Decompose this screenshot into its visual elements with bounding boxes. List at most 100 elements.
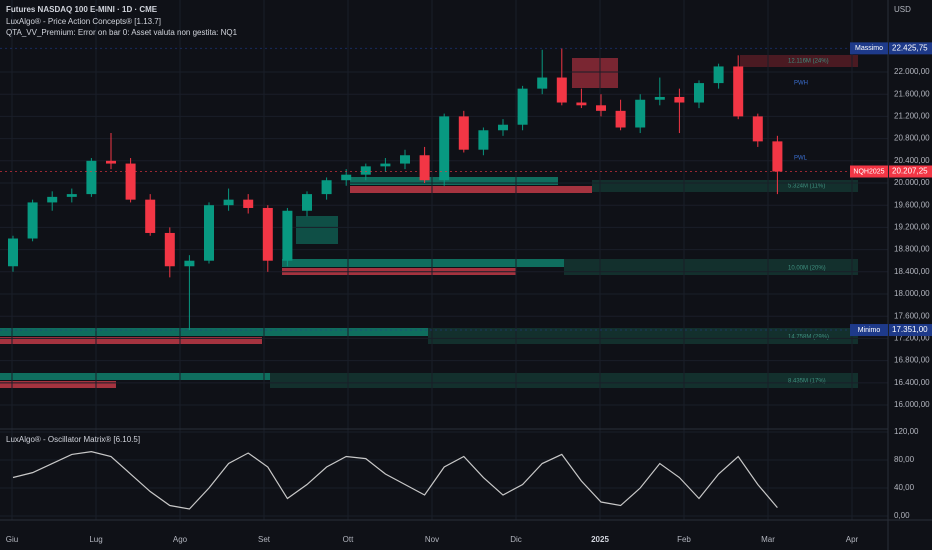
candle-body [223, 199, 234, 206]
candle-body [400, 155, 410, 164]
y-tick-label: 19.600,00 [894, 200, 930, 209]
zone [350, 186, 592, 193]
y-tick-label: 20.400,00 [894, 156, 930, 165]
zone [296, 216, 338, 244]
x-tick-label: 2025 [591, 535, 609, 544]
x-tick-label: Ago [173, 535, 188, 544]
y-tick-label: 18.400,00 [894, 267, 930, 276]
zone-label: 14.758M (29%) [788, 335, 829, 341]
y-tick-label: 22.000,00 [894, 67, 930, 76]
oscillator-line [12, 451, 778, 510]
x-tick-label: Apr [846, 535, 859, 544]
candle-body [439, 116, 450, 181]
candle-body [635, 99, 646, 128]
x-tick-label: Nov [425, 535, 439, 544]
currency: USD [894, 5, 911, 14]
zone [572, 58, 618, 88]
y-tick-label: 19.200,00 [894, 223, 930, 232]
candle-body [262, 207, 273, 261]
marker-name: Massimo [855, 45, 883, 52]
zone [0, 337, 262, 344]
y-tick-label: 17.600,00 [894, 311, 930, 320]
candle-body [537, 77, 548, 89]
candle-body [713, 66, 724, 84]
y-tick-label: 17.200,00 [894, 334, 930, 343]
indicator-title: LuxAlgo® - Price Action Concepts® [1.13.… [6, 17, 161, 26]
zone [270, 373, 858, 388]
candle-body [556, 77, 567, 103]
candle-body [498, 124, 508, 131]
candle-body [86, 160, 97, 195]
zone-label: 5.324M (11%) [788, 184, 825, 190]
candle-body [772, 141, 783, 172]
y-tick-label: 21.600,00 [894, 89, 930, 98]
x-tick-label: Feb [677, 535, 691, 544]
candle-body [145, 199, 156, 233]
candle-body [360, 166, 371, 175]
zone [0, 373, 270, 380]
marker-value: 20.207,25 [892, 167, 928, 176]
candle-body [694, 83, 704, 103]
zone-label: 10.00M (20%) [788, 266, 826, 272]
y-tick-label: 16.800,00 [894, 356, 930, 365]
zone-label: PWH [794, 81, 808, 87]
marker-name-box [850, 165, 888, 178]
y-tick-label: 16.400,00 [894, 378, 930, 387]
marker-value: 22.425,75 [892, 43, 928, 52]
zone [564, 259, 858, 275]
plot [0, 0, 888, 520]
y-tick-label: 21.200,00 [894, 112, 930, 121]
candle-body [341, 174, 352, 181]
indicator-error: QTA_VV_Premium: Error on bar 0: Asset va… [6, 28, 238, 37]
candle-body [654, 96, 665, 100]
candle-body [517, 88, 528, 125]
candle-body [380, 163, 391, 167]
candle-body [674, 96, 685, 103]
oscillator-title: LuxAlgo® - Oscillator Matrix® [6.10.5] [6, 435, 140, 444]
candle-body [204, 205, 214, 261]
marker-name-box [850, 324, 888, 337]
candle-body [243, 199, 254, 208]
marker-name: NQH2025 [853, 168, 884, 175]
y-tick-label: 18.800,00 [894, 245, 930, 254]
x-tick-label: Set [258, 535, 271, 544]
zone-label: 12.116M (24%) [788, 59, 829, 65]
y-tick-label: 20.800,00 [894, 134, 930, 143]
y-tick-label: 18.000,00 [894, 289, 930, 298]
candle-body [164, 232, 175, 267]
x-tick-label: Lug [89, 535, 102, 544]
y2-tick-label: 80,00 [894, 455, 915, 464]
zones [0, 55, 858, 388]
candle-body [478, 130, 489, 150]
candle-body [27, 202, 38, 239]
candle-body [282, 210, 293, 261]
candle-body [458, 116, 469, 150]
candle-body [106, 160, 116, 164]
zone-label: PWL [794, 156, 808, 162]
candle-body [47, 196, 58, 203]
x-tick-label: Ott [343, 535, 354, 544]
zone [0, 381, 116, 388]
candle-body [8, 238, 18, 267]
marker-value-box [889, 165, 932, 178]
x-tick-label: Dic [510, 535, 522, 544]
y2-tick-label: 120,00 [894, 427, 919, 436]
candle-body [321, 180, 332, 195]
marker-value-box [889, 324, 932, 337]
zone [428, 328, 858, 344]
symbol-title: Futures NASDAQ 100 E-MINI · 1D · CME [6, 5, 158, 14]
candle-body [615, 110, 626, 128]
candle-body [596, 105, 606, 111]
zone [282, 259, 564, 267]
marker-value-box [889, 42, 932, 55]
candle-body [125, 163, 136, 200]
candle-body [302, 194, 312, 211]
marker-name-box [850, 42, 888, 55]
y2-tick-label: 40,00 [894, 483, 915, 492]
zone-label: 8.435M (17%) [788, 379, 826, 385]
zone [350, 177, 558, 185]
x-tick-label: Mar [761, 535, 775, 544]
zone [0, 328, 428, 336]
candle-body [66, 194, 77, 197]
